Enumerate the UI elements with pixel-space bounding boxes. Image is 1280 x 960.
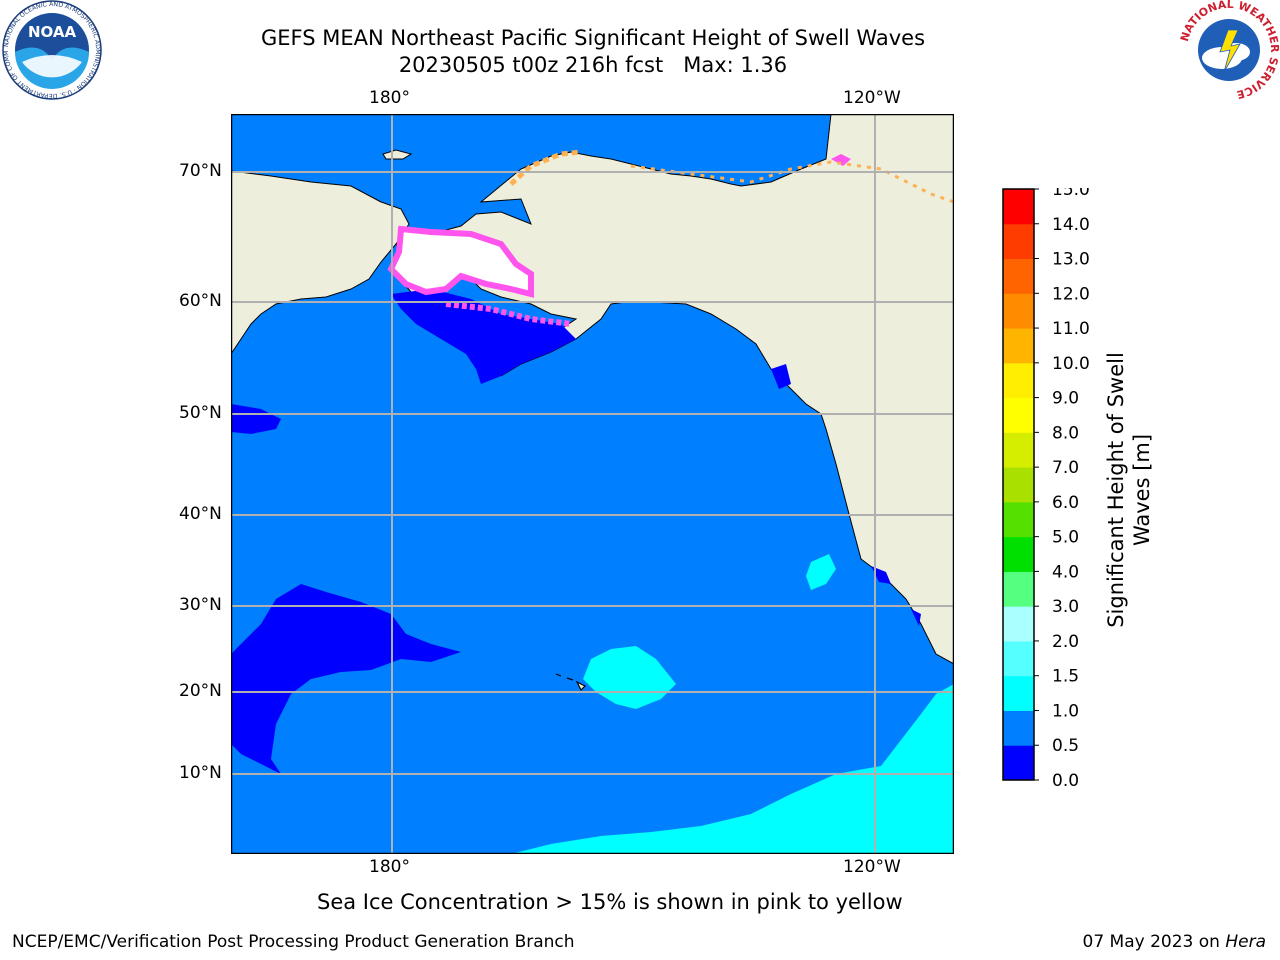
credit-text: NCEP/EMC/Verification Post Processing Pr… xyxy=(12,932,575,952)
colorbar-tick-label: 1.5 xyxy=(1052,667,1079,687)
colorbar-tick-label: 7.0 xyxy=(1052,458,1079,478)
machine-name: Hera xyxy=(1225,932,1266,952)
lat-label-60n: 60°N xyxy=(179,291,222,311)
sea-ice-bering xyxy=(387,225,534,298)
colorbar-segment xyxy=(1003,189,1034,225)
colorbar-segment xyxy=(1003,362,1034,399)
noaa-logo: NATIONAL OCEANIC AND ATMOSPHERIC ADMINIS… xyxy=(0,0,102,100)
colorbar-segment xyxy=(1003,675,1034,711)
colorbar-segment xyxy=(1003,258,1034,294)
lat-label-40n: 40°N xyxy=(179,504,222,524)
colorbar-segment xyxy=(1003,223,1034,260)
low-swell-region-bering xyxy=(391,289,576,384)
colorbar-label: Significant Height of Swell Waves [m] xyxy=(1104,352,1154,628)
colorbar: 0.0 0.5 1.0 1.5 2.0 3.0 4.0 5.0 6.0 7.0 8.0 9.0 10.0… xyxy=(1002,188,1090,788)
colorbar-tick-label: 2.0 xyxy=(1052,632,1079,652)
colorbar-tick-label: 0.0 xyxy=(1052,771,1079,788)
colorbar-tick-label: 11.0 xyxy=(1052,319,1090,339)
mid-swell-region-southeast xyxy=(511,684,954,854)
lon-label-bottom-120w: 120°W xyxy=(843,857,901,877)
colorbar-segment xyxy=(1003,640,1034,677)
date-stamp: 07 May 2023 on Hera xyxy=(1083,932,1267,952)
land-asia xyxy=(231,170,410,355)
colorbar-label-line1: Significant Height of Swell xyxy=(1104,352,1128,628)
colorbar-frame xyxy=(1002,188,1035,781)
sea-ice-bering-edge xyxy=(445,301,572,327)
sea-ice-beaufort xyxy=(831,154,851,166)
sea-ice-arctic xyxy=(630,160,954,204)
colorbar-segment xyxy=(1003,501,1034,538)
sea-ice-chukchi xyxy=(509,149,582,186)
colorbar-tick-label: 14.0 xyxy=(1052,215,1090,235)
colorbar-tick-label: 15.0 xyxy=(1052,188,1090,200)
colorbar-tick-label: 9.0 xyxy=(1052,389,1079,409)
date-text: 07 May 2023 on xyxy=(1082,932,1226,952)
colorbar-segment xyxy=(1003,710,1034,746)
land-island xyxy=(382,149,413,160)
colorbar-segment xyxy=(1003,745,1034,781)
colorbar-tick-label: 8.0 xyxy=(1052,423,1079,443)
colorbar-label-line2: Waves [m] xyxy=(1130,434,1154,546)
lat-label-10n: 10°N xyxy=(179,763,222,783)
mid-swell-region-hawaii xyxy=(583,646,676,709)
noaa-logo-text: NOAA xyxy=(28,23,77,41)
land-hawaii xyxy=(555,673,587,692)
colorbar-tick-label: 13.0 xyxy=(1052,250,1090,270)
lat-label-70n: 70°N xyxy=(179,161,222,181)
colorbar-tick-label: 12.0 xyxy=(1052,284,1090,304)
colorbar-segment xyxy=(1003,467,1034,503)
graticule xyxy=(231,114,954,854)
nws-logo: NATIONAL WEATHER SERVICE xyxy=(1178,0,1280,100)
colorbar-segment xyxy=(1003,432,1034,468)
colorbar-segment xyxy=(1003,328,1034,364)
lat-label-20n: 20°N xyxy=(179,681,222,701)
colorbar-segment xyxy=(1003,571,1034,607)
colorbar-tick-label: 3.0 xyxy=(1052,597,1079,617)
map-panel xyxy=(231,114,954,854)
sea-ice-note: Sea Ice Concentration > 15% is shown in … xyxy=(317,890,903,914)
low-swell-region-kamchatka xyxy=(231,404,281,434)
colorbar-segment xyxy=(1003,293,1034,329)
colorbar-tick-label: 10.0 xyxy=(1052,354,1090,374)
colorbar-segment xyxy=(1003,606,1034,642)
colorbar-tick-label: 5.0 xyxy=(1052,528,1079,548)
colorbar-tick-label: 6.0 xyxy=(1052,493,1079,513)
mid-swell-region-baja xyxy=(806,554,836,590)
lon-label-bottom-180: 180° xyxy=(369,857,410,877)
lat-label-30n: 30°N xyxy=(179,595,222,615)
colorbar-tick-label: 4.0 xyxy=(1052,562,1079,582)
map-subtitle: 20230505 t00z 216h fcst Max: 1.36 xyxy=(398,53,788,77)
lat-label-50n: 50°N xyxy=(179,403,222,423)
colorbar-tick-label: 0.5 xyxy=(1052,736,1079,756)
colorbar-segment xyxy=(1003,536,1034,572)
map-title: GEFS MEAN Northeast Pacific Significant … xyxy=(260,26,926,50)
colorbar-segment xyxy=(1003,397,1034,433)
low-swell-region-west-pacific xyxy=(231,584,461,774)
colorbar-tick-label: 1.0 xyxy=(1052,701,1079,721)
lon-label-top-120w: 120°W xyxy=(843,88,901,108)
lon-label-top-180: 180° xyxy=(369,88,410,108)
